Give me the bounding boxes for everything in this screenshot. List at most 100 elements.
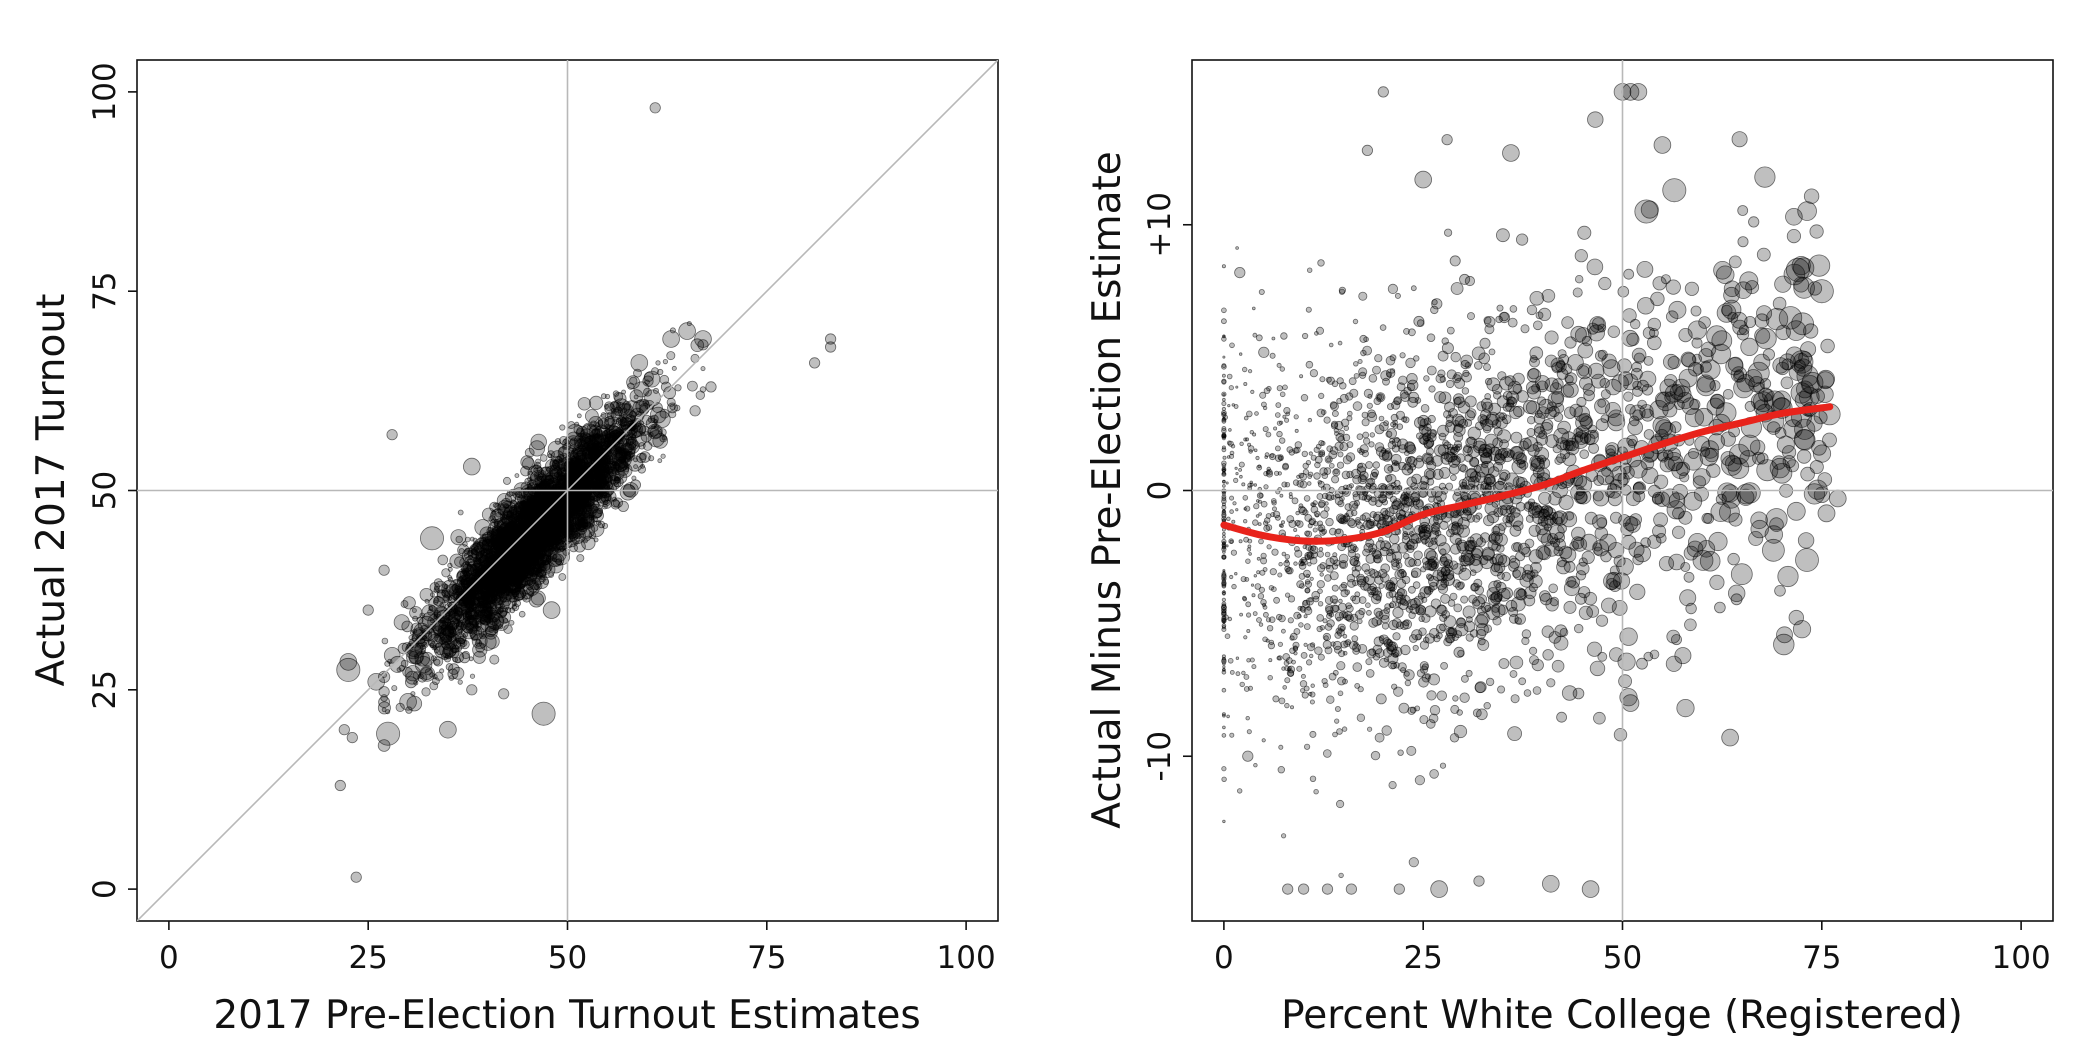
data-point [1683,571,1695,583]
data-point [383,646,401,664]
data-point [824,341,837,353]
data-point [1271,548,1279,556]
data-point [1323,635,1329,641]
data-point [705,381,717,393]
data-point [1309,699,1315,705]
data-point [362,604,374,616]
data-point [1428,385,1436,393]
data-point [478,611,484,617]
data-point [1229,509,1234,514]
data-point [1235,471,1239,476]
data-point [1295,510,1300,516]
data-point [1221,264,1226,269]
data-point [439,720,457,739]
data-point [1392,606,1404,619]
data-point [532,509,538,515]
data-point [1306,481,1312,486]
data-point [1488,348,1496,356]
data-point [489,654,500,665]
data-point [1299,583,1305,589]
x-tick-label: 25 [348,940,387,976]
data-point [455,535,463,544]
data-point [1221,766,1227,772]
data-point [655,360,661,366]
data-point [595,461,608,473]
data-point [636,423,647,434]
data-point [1326,376,1335,385]
data-point [400,600,409,608]
data-point [1258,622,1264,627]
data-point [1309,369,1319,378]
data-point [338,724,350,736]
data-point [562,548,571,556]
data-point [1306,267,1313,273]
data-point [531,701,556,726]
data-point [1672,525,1686,539]
data-point [1593,711,1606,725]
data-point [643,387,652,397]
data-point [1301,450,1308,458]
data-point [612,390,620,397]
data-point [642,399,650,407]
y-tick-label: 50 [87,471,123,510]
data-point [1532,686,1542,695]
data-point [588,395,604,410]
y-tick-label: 25 [87,670,123,709]
data-point [441,568,451,578]
data-point [537,544,543,550]
data-point [1310,642,1316,648]
data-point [1516,233,1529,246]
data-point [588,483,595,490]
data-point [1337,340,1343,346]
data-point [657,458,663,464]
data-point [596,483,609,495]
data-point [1406,745,1417,756]
data-point [1494,480,1505,491]
data-point [533,472,539,478]
right-scatter-panel: 0 25 50 75 100 -100+10 Percent White College… [1085,59,2054,1038]
data-point [448,609,455,616]
data-point [467,578,479,590]
data-point [1544,330,1559,345]
data-point [1242,519,1248,524]
data-point [535,458,541,465]
data-point [1667,355,1681,369]
data-point [549,459,559,470]
data-point [1368,373,1378,383]
data-point [1258,512,1262,516]
data-point [412,628,418,634]
data-point [700,366,706,372]
data-point [556,466,567,477]
data-point [1563,600,1577,614]
data-point [630,434,636,441]
data-point [1222,725,1226,730]
data-point [1275,514,1281,521]
x-tick-label: 75 [747,940,786,976]
data-point [431,677,440,685]
data-point [614,443,620,449]
data-point [1403,669,1415,681]
data-point [577,510,595,528]
data-point [1245,601,1252,608]
data-point [808,357,821,369]
data-point [577,397,592,411]
data-point [1326,695,1335,704]
data-point [1388,780,1397,790]
data-point [1397,749,1404,756]
data-point [1366,609,1372,616]
data-point [582,495,595,507]
data-point [468,543,485,560]
data-point [514,490,533,509]
data-point [1221,597,1227,602]
data-point [1222,355,1226,359]
data-point [1225,481,1229,485]
data-point [1307,417,1313,423]
data-point [1713,260,1732,280]
data-point [376,721,401,746]
data-point [1467,312,1476,321]
data-point [1326,457,1332,463]
data-point [336,657,361,682]
data-point [1399,352,1406,359]
